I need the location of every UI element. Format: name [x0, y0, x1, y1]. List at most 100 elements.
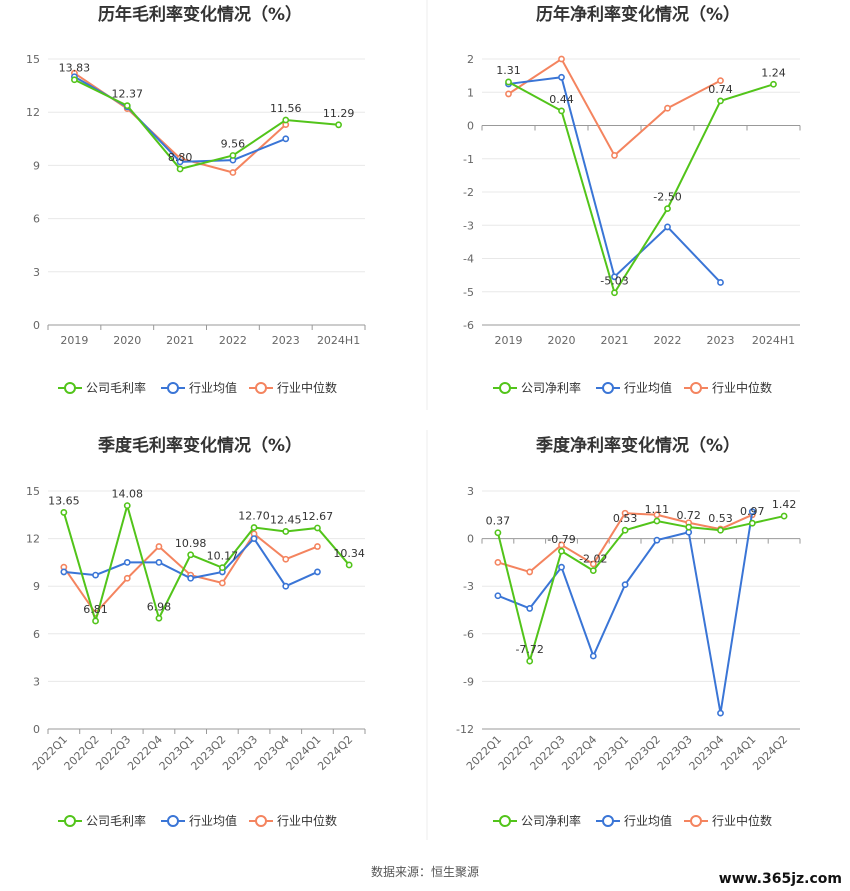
data-point — [92, 617, 99, 625]
watermark: www.365jz.com — [719, 871, 842, 887]
y-tick-label: 9 — [33, 159, 40, 172]
data-point — [558, 73, 565, 81]
data-point — [250, 524, 258, 531]
x-tick-label: 2020 — [113, 334, 141, 347]
y-tick-label: 15 — [26, 485, 40, 498]
data-point — [123, 574, 131, 582]
data-point — [780, 512, 788, 520]
legend-item-2[interactable]: 行业中位数 — [249, 380, 337, 395]
data-label: 12.37 — [112, 88, 144, 101]
data-point — [229, 152, 237, 159]
x-tick-label: 2022 — [654, 334, 682, 347]
y-tick-label: 12 — [26, 533, 40, 546]
chart-title: 季度净利率变化情况（%） — [536, 435, 740, 456]
data-point — [345, 561, 353, 569]
legend-label: 行业中位数 — [712, 813, 772, 828]
legend-marker — [499, 382, 511, 394]
series-line-0 — [73, 78, 339, 171]
data-point — [494, 559, 502, 566]
legend-item-2[interactable]: 行业中位数 — [684, 813, 772, 828]
data-label: 10.34 — [333, 547, 365, 560]
data-point — [282, 135, 290, 143]
y-tick-label: -1 — [463, 153, 474, 166]
y-tick-label: 6 — [33, 628, 40, 641]
data-point — [123, 502, 131, 509]
legend-item-1[interactable]: 行业均值 — [161, 813, 237, 828]
data-label: 1.31 — [496, 64, 521, 77]
legend-label: 行业中位数 — [277, 380, 337, 395]
legend-label: 行业均值 — [189, 813, 237, 828]
series-line-0 — [62, 501, 350, 625]
data-point — [123, 102, 131, 110]
data-point — [770, 80, 777, 88]
y-tick-label: -6 — [463, 319, 474, 332]
legend-item-0[interactable]: 公司毛利率 — [58, 813, 146, 828]
data-point — [621, 509, 629, 517]
y-tick-label: -4 — [463, 253, 474, 266]
legend-label: 公司净利率 — [521, 813, 581, 828]
legend-label: 公司毛利率 — [86, 813, 146, 828]
data-point — [282, 116, 290, 124]
legend-item-1[interactable]: 行业均值 — [161, 380, 237, 395]
y-tick-label: 3 — [33, 266, 40, 279]
x-tick-label: 2023 — [707, 334, 735, 347]
legend-marker — [602, 382, 614, 394]
chart-title: 季度毛利率变化情况（%） — [98, 435, 302, 456]
data-label: 0.53 — [613, 512, 638, 525]
legend-item-1[interactable]: 行业均值 — [596, 380, 672, 395]
y-tick-label: -5 — [463, 286, 474, 299]
data-point — [558, 541, 565, 549]
y-tick-label: 6 — [33, 213, 40, 226]
series-line-0 — [496, 515, 785, 665]
x-tick-label: 2019 — [495, 334, 523, 347]
series-line-1 — [497, 511, 754, 714]
legend-item-0[interactable]: 公司净利率 — [493, 813, 581, 828]
data-label: -7.72 — [515, 643, 543, 656]
legend-item-1[interactable]: 行业均值 — [596, 813, 672, 828]
legend-marker — [64, 815, 76, 827]
legend-marker — [167, 815, 179, 827]
data-label: -2.02 — [579, 553, 607, 566]
data-point — [526, 568, 534, 576]
data-point — [653, 511, 661, 519]
legend-item-2[interactable]: 行业中位数 — [684, 380, 772, 395]
x-tick-label: 2022 — [219, 334, 247, 347]
data-point — [314, 543, 321, 550]
data-point — [558, 107, 565, 115]
legend-marker — [602, 815, 614, 827]
data-point — [589, 567, 597, 575]
y-tick-label: 12 — [26, 106, 40, 119]
data-point — [717, 709, 724, 717]
legend-marker — [690, 382, 702, 394]
y-tick-label: 0 — [467, 120, 474, 133]
chart-1: 历年毛利率变化情况（%） 0 3 6 9 12 15 2019 2020 2021 2022 2023… — [26, 4, 366, 395]
data-point — [229, 169, 237, 176]
data-label: 6.81 — [83, 603, 108, 616]
x-tick-label: 2020 — [548, 334, 576, 347]
y-tick-label: -9 — [463, 675, 474, 688]
data-label: 12.45 — [270, 513, 302, 526]
legend-marker — [255, 815, 267, 827]
data-point — [558, 55, 565, 63]
data-point — [92, 571, 99, 579]
data-label: 0.44 — [549, 93, 574, 106]
x-tick-label: 2021 — [601, 334, 629, 347]
data-point — [526, 657, 534, 665]
data-point — [60, 568, 68, 576]
legend-item-0[interactable]: 公司净利率 — [493, 380, 581, 395]
data-point — [494, 592, 502, 600]
legend-item-0[interactable]: 公司毛利率 — [58, 380, 146, 395]
data-point — [717, 526, 724, 534]
legend-marker — [64, 382, 76, 394]
data-point — [558, 563, 565, 571]
data-label: 0.97 — [740, 505, 765, 518]
data-point — [653, 536, 661, 544]
data-point — [685, 523, 693, 531]
data-label: 0.37 — [486, 515, 511, 528]
y-tick-label: 9 — [33, 580, 40, 593]
data-point — [717, 77, 724, 85]
legend-item-2[interactable]: 行业中位数 — [249, 813, 337, 828]
data-point — [494, 529, 502, 537]
data-label: 0.74 — [708, 83, 733, 96]
